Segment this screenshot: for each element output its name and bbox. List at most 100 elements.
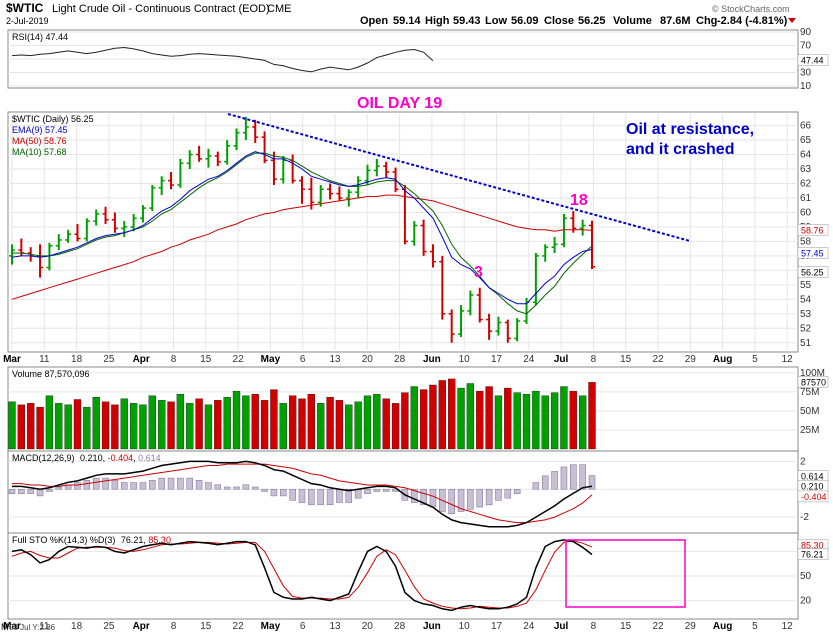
macd-histogram-bar — [111, 480, 119, 490]
ema9-last-label: 57.45 — [801, 248, 824, 258]
x-axis-label-bottom: Apr — [133, 621, 150, 632]
close-last-label-bg — [797, 266, 829, 278]
volume-bar — [326, 397, 334, 450]
volume-bar — [382, 398, 390, 450]
sto-label-d: 85.30 — [801, 541, 824, 551]
volume-bar — [279, 403, 287, 450]
macd-histogram-bar — [55, 486, 63, 490]
macd-title: MACD(12,26,9) 0.210, -0.404, 0.614 — [12, 453, 161, 463]
sto-title-text: Full STO %K(14,3) %D(3) — [12, 535, 115, 545]
x-axis-label: 5 — [752, 354, 758, 365]
macd-histogram-bar — [532, 482, 540, 490]
x-axis-label: 15 — [620, 354, 632, 365]
rsi-title: RSI(14) 47.44 — [12, 32, 68, 42]
price-tick-label: 58 — [800, 236, 812, 247]
chart-exchange: CME — [267, 3, 291, 15]
volume-tick-label: 25M — [800, 425, 819, 436]
x-axis-label: 6 — [300, 354, 306, 365]
rsi-last-label: 47.44 — [801, 56, 824, 66]
price-tick-label: 55 — [800, 280, 812, 291]
sto-label-k-bg — [797, 548, 829, 560]
x-axis-label-bottom: 29 — [685, 621, 697, 632]
x-axis-label: 10 — [459, 354, 471, 365]
macd-histogram-bar — [83, 480, 91, 490]
x-axis-label: 11 — [39, 354, 50, 365]
volume-bar — [223, 397, 231, 450]
volume-bar — [354, 401, 362, 450]
x-axis-label: Mar — [3, 354, 21, 365]
volume-tick-label: 100M — [800, 368, 825, 379]
volume-bar — [17, 404, 26, 450]
footer-date: 03 Jul Y:2.86 — [9, 623, 56, 632]
volume-bar — [419, 389, 428, 450]
annotation-title: OIL DAY 19 — [357, 95, 442, 112]
volume-bar — [298, 398, 306, 450]
volume-bar — [522, 393, 531, 450]
price-tick-label: 64 — [800, 150, 812, 161]
macd-histogram-bar — [298, 488, 306, 503]
x-axis-label-bottom: 11 — [39, 621, 50, 632]
x-axis-label-bottom: 15 — [200, 621, 212, 632]
x-axis-label-bottom: 17 — [491, 621, 503, 632]
low-label: Low — [485, 15, 507, 27]
annotation-note-line2: and it crashed — [626, 141, 734, 158]
rsi-last-label-bg — [797, 54, 829, 66]
marks-layer — [8, 46, 596, 612]
macd-histogram-bar — [354, 488, 362, 499]
macd-histogram-bar — [448, 488, 455, 514]
volume-bar — [401, 392, 409, 450]
macd-histogram-bar — [326, 488, 334, 506]
x-axis-label-bottom: Mar — [3, 621, 21, 632]
volume-tick-label: 75M — [800, 387, 819, 398]
volume-bar — [457, 387, 465, 450]
legend-ma10: MA(10) 57.68 — [12, 147, 67, 157]
volume-bar — [36, 406, 44, 450]
macd-label-hist: 0.614 — [801, 472, 824, 482]
macd-histogram-bar — [177, 477, 184, 490]
volume-bar — [504, 387, 512, 450]
macd-histogram-bar — [485, 488, 493, 506]
volume-bar — [288, 395, 297, 450]
volume-bar — [45, 395, 54, 450]
macd-histogram-bar — [579, 464, 586, 490]
macd-histogram-bar — [289, 488, 296, 501]
macd-histogram-bar — [560, 466, 568, 490]
macd-histogram-bar — [149, 480, 156, 490]
x-axis-label: 8 — [591, 354, 597, 365]
price-tick-label: 53 — [800, 309, 812, 320]
macd-histogram-bar — [270, 488, 278, 497]
volume-bar — [578, 395, 587, 450]
close-last-label: 56.25 — [801, 268, 824, 278]
annotation-note-line1: Oil at resistance, — [626, 121, 754, 138]
x-axis-label: Apr — [133, 354, 150, 365]
macd-label-signal: -0.404 — [801, 492, 827, 502]
volume-last-label-bg — [797, 376, 829, 388]
macd-histogram-bar — [121, 482, 128, 490]
macd-hist-value: 0.614 — [138, 453, 161, 463]
volume-label: Volume — [613, 15, 652, 27]
x-axis-label: 28 — [394, 354, 406, 365]
price-tick-label: 61 — [800, 193, 812, 204]
macd-histogram-bar — [364, 488, 371, 494]
macd-histogram-bar — [280, 488, 287, 497]
macd-histogram-bar — [158, 477, 165, 490]
chart-instrument-name: Light Crude Oil - Continuous Contract (E… — [52, 3, 270, 15]
volume-bar — [476, 390, 484, 450]
macd-histogram-bar — [513, 488, 521, 494]
volume-bar — [101, 401, 110, 450]
macd-label-signal-bg — [797, 490, 829, 503]
high-label: High — [425, 15, 450, 27]
sto-label-k: 76.21 — [801, 550, 824, 560]
rsi-tick-label: 30 — [800, 68, 812, 79]
macd-histogram-bar — [382, 488, 390, 492]
close-value: 56.25 — [578, 15, 606, 27]
x-axis-label: 24 — [523, 354, 535, 365]
macd-histogram-bar — [541, 475, 549, 490]
labels-layer: 907050301047.446665646362616059585756555… — [3, 27, 829, 632]
macd-histogram-bar — [195, 480, 203, 490]
macd-histogram-bar — [233, 486, 240, 490]
sto-title: Full STO %K(14,3) %D(3) 76.21, 85.30 — [12, 535, 171, 545]
volume-bar — [560, 386, 568, 450]
volume-bar — [448, 378, 456, 450]
